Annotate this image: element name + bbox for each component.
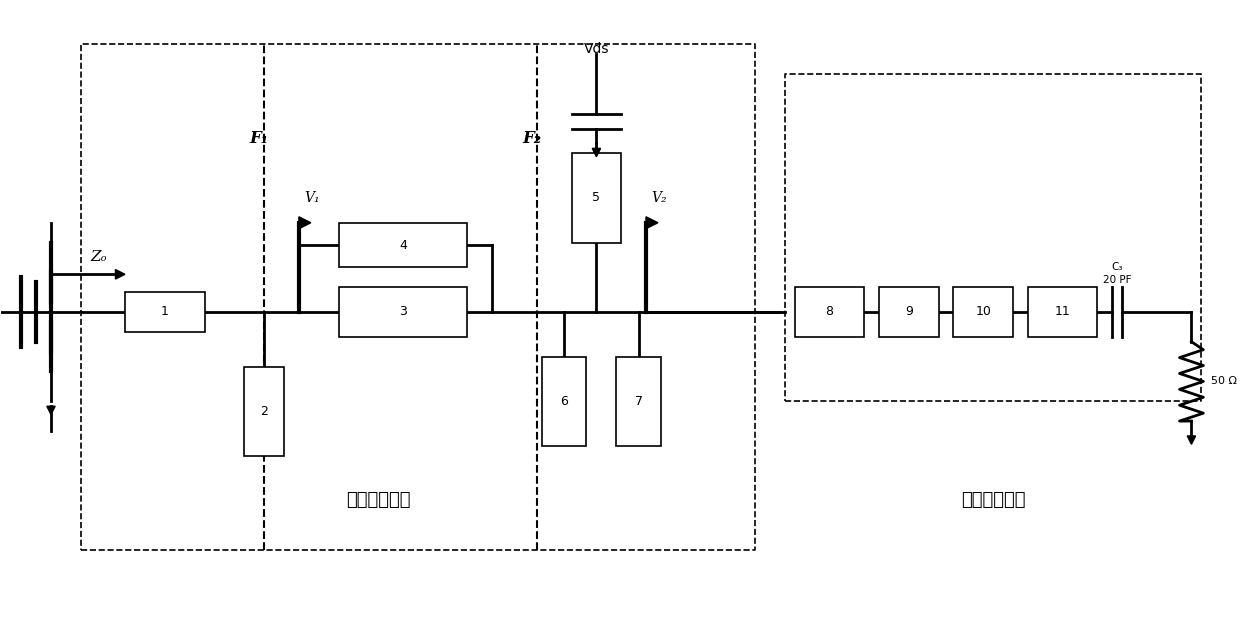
Polygon shape (115, 269, 125, 279)
Text: V₁: V₁ (304, 191, 320, 205)
Text: 8: 8 (826, 305, 833, 318)
Polygon shape (299, 217, 311, 229)
Text: 10: 10 (975, 305, 991, 318)
Bar (125, 292, 205, 332)
Polygon shape (47, 406, 55, 414)
Text: 20 PF: 20 PF (1102, 276, 1131, 285)
Bar (572, 153, 621, 243)
Text: 3: 3 (399, 305, 407, 318)
Text: F₁: F₁ (249, 130, 269, 147)
Text: 谐波控制电路: 谐波控制电路 (346, 491, 410, 509)
Text: C₃: C₃ (1111, 262, 1122, 272)
Bar (954, 287, 1013, 337)
Bar (1028, 287, 1097, 337)
Text: V₂: V₂ (651, 191, 667, 205)
Text: 5: 5 (593, 192, 600, 205)
Text: F₂: F₂ (522, 130, 542, 147)
Text: 2: 2 (260, 405, 268, 417)
Text: 1: 1 (161, 305, 169, 318)
Bar (244, 366, 284, 456)
Text: 9: 9 (905, 305, 913, 318)
Bar (879, 287, 939, 337)
Bar (339, 287, 467, 337)
Polygon shape (646, 217, 658, 229)
Polygon shape (593, 149, 600, 157)
Text: Zₒ: Zₒ (91, 251, 107, 264)
Text: 7: 7 (635, 395, 642, 408)
Bar (339, 223, 467, 267)
Text: 基频匹配部分: 基频匹配部分 (961, 491, 1025, 509)
Text: 50 Ω: 50 Ω (1211, 376, 1238, 386)
Text: 11: 11 (1055, 305, 1070, 318)
Bar (542, 356, 587, 446)
Polygon shape (1187, 436, 1195, 444)
Text: 4: 4 (399, 239, 407, 251)
Text: 6: 6 (560, 395, 568, 408)
Text: Vds: Vds (584, 42, 609, 56)
Bar (795, 287, 864, 337)
Bar (616, 356, 661, 446)
